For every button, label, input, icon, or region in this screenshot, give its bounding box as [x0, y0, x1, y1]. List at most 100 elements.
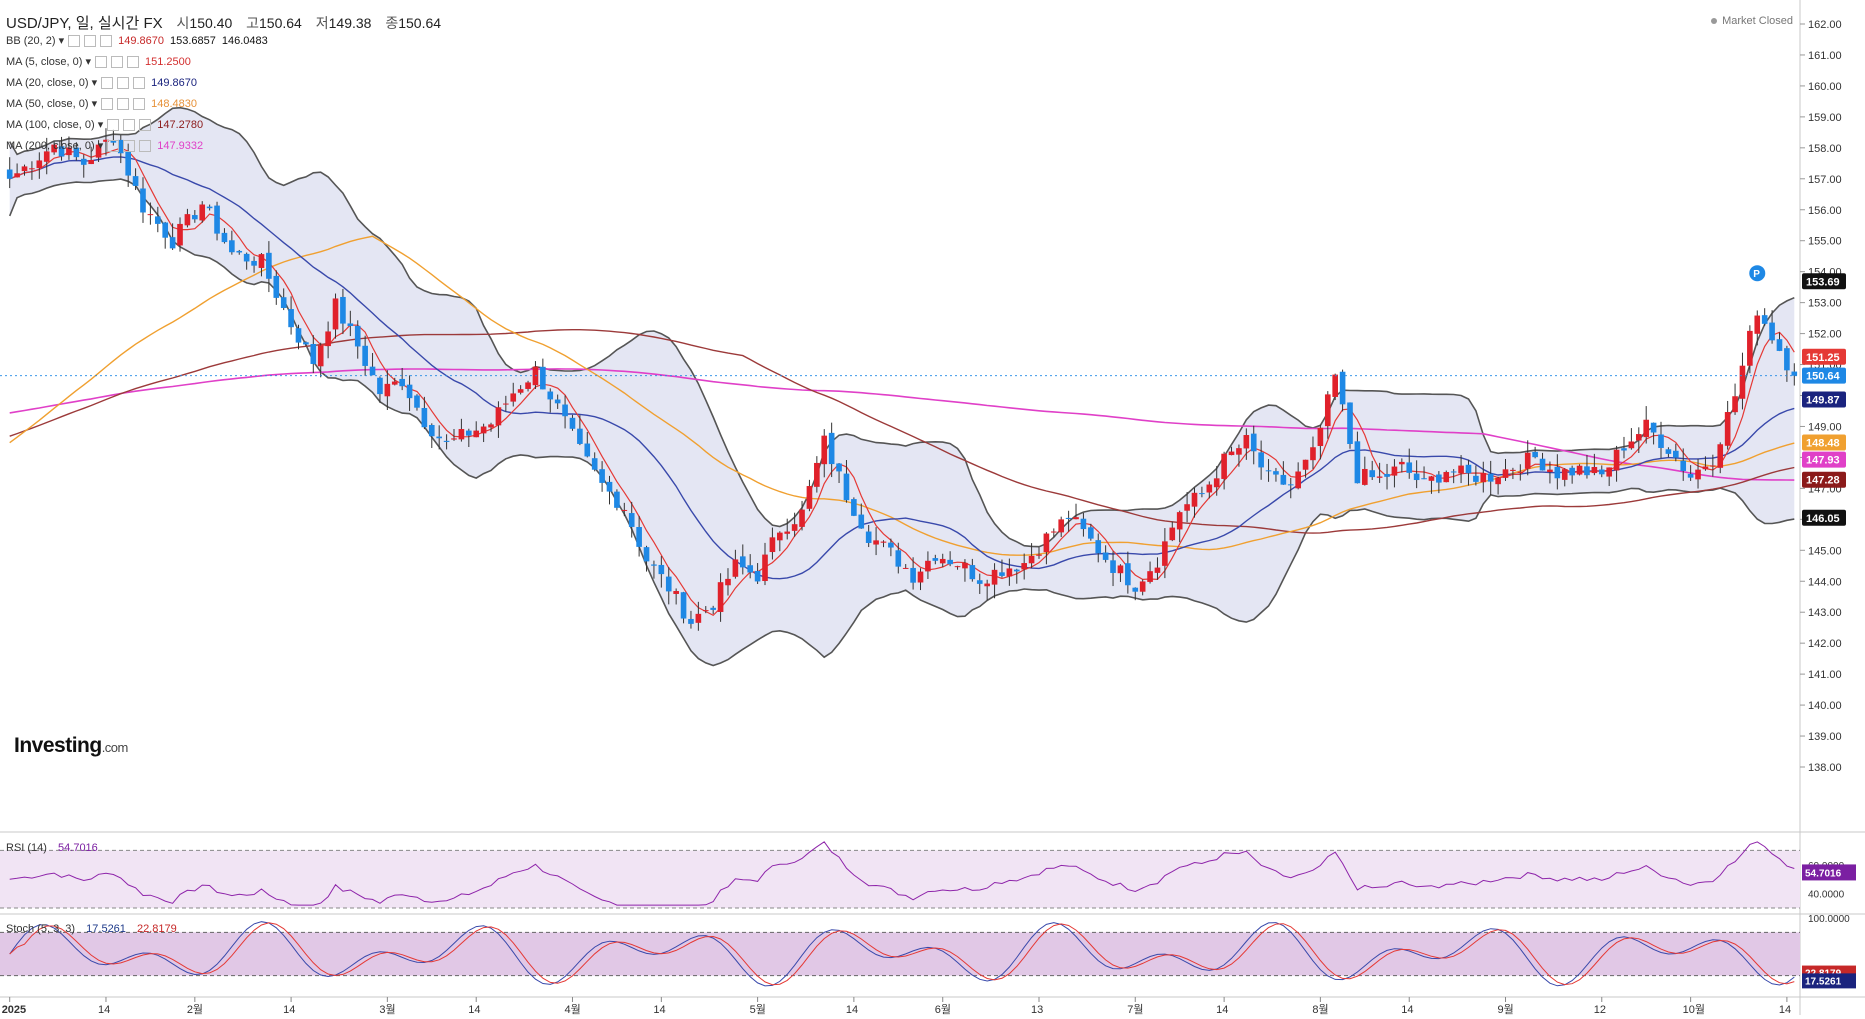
candle-body	[340, 296, 346, 324]
candle-body	[1791, 371, 1798, 376]
candle-body	[206, 206, 213, 209]
candle-body	[1628, 441, 1635, 449]
eye-icon[interactable]	[101, 77, 114, 90]
candle-body	[495, 407, 502, 426]
close-icon[interactable]	[139, 140, 152, 153]
price-marker-label: 153.69	[1806, 276, 1840, 288]
candle-body	[29, 168, 35, 170]
candle-body	[66, 147, 72, 156]
candle-body	[1021, 563, 1027, 570]
high-label: 고	[246, 15, 260, 31]
price-marker-label: 147.93	[1806, 455, 1840, 467]
indicator-row[interactable]: BB (20, 2) ▾ 149.8670 153.6857 146.0483	[6, 34, 268, 48]
candle-body	[132, 176, 139, 186]
open-label: 시	[176, 15, 190, 31]
candle-body	[954, 566, 961, 568]
x-tick-label: 3월	[379, 1003, 395, 1016]
candle-body	[169, 237, 176, 249]
x-tick-label: 14	[1401, 1004, 1413, 1016]
candle-body	[421, 408, 428, 428]
candle-body	[747, 565, 754, 573]
close-icon[interactable]	[100, 35, 113, 48]
x-tick-label: 6월	[935, 1003, 951, 1016]
close-icon[interactable]	[139, 119, 152, 132]
x-tick-label: 4월	[564, 1003, 580, 1016]
gear-icon[interactable]	[84, 35, 97, 48]
rsi-line	[9, 841, 1795, 906]
candle-body	[428, 424, 435, 437]
candle-body	[1028, 555, 1035, 564]
eye-icon[interactable]	[95, 56, 107, 69]
candle-body	[1050, 531, 1057, 533]
candle-body	[969, 565, 976, 580]
candle-body	[399, 378, 405, 387]
indicator-row[interactable]: MA (20, close, 0) ▾ 149.8670	[6, 76, 197, 90]
candle-body	[1169, 527, 1176, 541]
candle-body	[458, 429, 465, 440]
eye-icon[interactable]	[68, 35, 81, 48]
candle-body	[1532, 451, 1538, 458]
candle-body	[1650, 422, 1657, 433]
gear-icon[interactable]	[117, 77, 130, 90]
candle-body	[695, 613, 702, 623]
candle-body	[1776, 339, 1783, 351]
candle-body	[451, 438, 457, 440]
candle-body	[962, 562, 968, 569]
candle-body	[1436, 474, 1442, 483]
candle-body	[1487, 473, 1494, 482]
close-value: 150.64	[398, 15, 442, 31]
candle-body	[1673, 450, 1679, 458]
candle-body	[1428, 476, 1435, 481]
candle-body	[273, 275, 280, 298]
candle-body	[932, 558, 939, 561]
close-icon[interactable]	[133, 98, 146, 111]
candle-body	[1524, 452, 1531, 469]
stoch-k-line	[9, 921, 1795, 987]
candle-body	[710, 607, 716, 610]
candle-body	[1221, 453, 1227, 479]
candle-body	[606, 481, 613, 492]
candle-body	[1739, 365, 1746, 399]
candle-body	[1450, 471, 1457, 473]
candle-body	[1184, 504, 1190, 511]
eye-icon[interactable]	[107, 140, 120, 153]
ma200-line	[9, 368, 1795, 481]
symbol-title[interactable]: USD/JPY, 일, 실시간 FX	[6, 15, 163, 32]
candle-body	[14, 173, 20, 178]
gear-icon[interactable]	[123, 140, 136, 153]
stoch-k-marker	[1802, 973, 1856, 989]
indicator-row[interactable]: MA (5, close, 0) ▾ 151.2500	[6, 55, 191, 69]
candle-body	[1510, 469, 1516, 471]
candle-body	[6, 169, 13, 179]
candle-body	[1332, 374, 1339, 397]
candle-body	[1680, 460, 1687, 471]
indicator-label: MA (5, close, 0) ▾	[6, 56, 91, 68]
candle-body	[1547, 469, 1553, 473]
candle-body	[1310, 447, 1316, 461]
gear-icon[interactable]	[111, 56, 123, 69]
close-icon[interactable]	[127, 56, 139, 69]
indicator-row[interactable]: MA (100, close, 0) ▾ 147.2780	[6, 118, 204, 132]
gear-icon[interactable]	[117, 98, 130, 111]
candle-body	[325, 331, 331, 347]
y-tick-label: 158.00	[1808, 143, 1842, 155]
candle-body	[910, 567, 916, 583]
close-icon[interactable]	[133, 77, 146, 90]
indicator-row[interactable]: MA (50, close, 0) ▾ 148.4830	[6, 97, 197, 111]
rsi-tick-label: 40.0000	[1808, 890, 1845, 901]
candle-body	[332, 298, 339, 330]
x-tick-label: 14	[98, 1004, 110, 1016]
eye-icon[interactable]	[107, 119, 120, 132]
open-value: 150.40	[189, 15, 233, 31]
candle-body	[473, 430, 480, 438]
indicator-value: 147.2780	[157, 119, 204, 131]
candle-body	[1339, 371, 1346, 405]
price-marker-box	[1802, 367, 1846, 384]
candle-body	[465, 430, 472, 436]
indicator-row[interactable]: MA (200, close, 0) ▾ 147.9332	[6, 139, 203, 153]
gear-icon[interactable]	[123, 119, 136, 132]
candle-body	[1391, 466, 1398, 476]
candle-body	[1576, 465, 1583, 475]
eye-icon[interactable]	[101, 98, 114, 111]
